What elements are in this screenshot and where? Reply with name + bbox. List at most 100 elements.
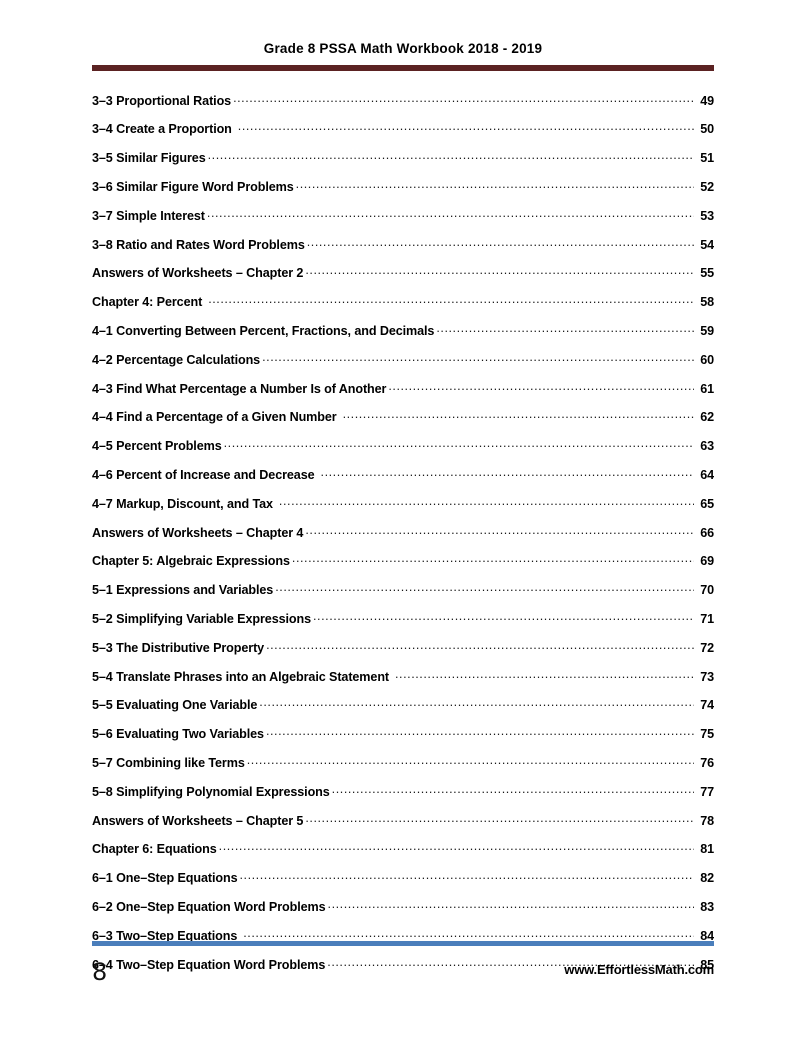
toc-dot-leader <box>247 754 694 767</box>
toc-dot-leader <box>224 438 694 451</box>
toc-dot-leader <box>332 783 694 796</box>
toc-entry-label: Chapter 4: Percent <box>92 295 203 310</box>
toc-page-number: 65 <box>700 496 714 511</box>
toc-entry-label: 4–6 Percent of Increase and Decrease <box>92 467 315 482</box>
toc-page-number: 60 <box>700 352 714 367</box>
toc-dot-leader <box>219 841 694 854</box>
toc-dot-leader <box>275 582 694 595</box>
toc-entry-row[interactable]: 6–3 Two–Step Equations 84 <box>92 927 714 956</box>
toc-entry-label: 5–3 The Distributive Property <box>92 640 265 655</box>
toc-chapter-row[interactable]: Chapter 6: Equations 81 <box>92 841 714 870</box>
toc-dot-leader <box>238 121 694 134</box>
toc-entry-label: 4–4 Find a Percentage of a Given Number <box>92 410 337 425</box>
toc-page-number: 77 <box>700 784 714 799</box>
toc-dot-leader <box>279 495 694 508</box>
toc-entry-row[interactable]: 5–2 Simplifying Variable Expressions 71 <box>92 610 714 639</box>
toc-entry-row[interactable]: 3–3 Proportional Ratios 49 <box>92 92 714 121</box>
toc-entry-row[interactable]: 6–2 One–Step Equation Word Problems 83 <box>92 898 714 927</box>
toc-entry-row[interactable]: 3–7 Simple Interest 53 <box>92 207 714 236</box>
toc-page-number: 63 <box>700 439 714 454</box>
toc-entry-label: 3–3 Proportional Ratios <box>92 93 232 108</box>
toc-entry-row[interactable]: 5–5 Evaluating One Variable 74 <box>92 697 714 726</box>
toc-page-number: 75 <box>700 727 714 742</box>
toc-entry-label: 5–5 Evaluating One Variable <box>92 698 258 713</box>
toc-dot-leader <box>207 207 694 220</box>
toc-page-number: 66 <box>700 525 714 540</box>
toc-dot-leader <box>292 553 694 566</box>
toc-dot-leader <box>395 668 694 681</box>
toc-entry-row[interactable]: 3–8 Ratio and Rates Word Problems 54 <box>92 236 714 265</box>
toc-chapter-row[interactable]: Chapter 5: Algebraic Expressions 69 <box>92 553 714 582</box>
table-of-contents: 3–3 Proportional Ratios 49 3–4 Create a Pr… <box>92 92 714 985</box>
toc-page-number: 53 <box>700 208 714 223</box>
toc-dot-leader <box>262 351 694 364</box>
toc-dot-leader <box>296 178 694 191</box>
toc-entry-row[interactable]: Answers of Worksheets – Chapter 5 78 <box>92 812 714 841</box>
toc-page-number: 58 <box>700 295 714 310</box>
footer-divider <box>92 941 714 946</box>
toc-entry-row[interactable]: Answers of Worksheets – Chapter 2 55 <box>92 265 714 294</box>
toc-entry-row[interactable]: 5–8 Simplifying Polynomial Expressions 77 <box>92 783 714 812</box>
toc-dot-leader <box>208 294 694 307</box>
toc-entry-row[interactable]: 5–6 Evaluating Two Variables 75 <box>92 726 714 755</box>
toc-entry-row[interactable]: 4–1 Converting Between Percent, Fraction… <box>92 322 714 351</box>
toc-entry-row[interactable]: 3–6 Similar Figure Word Problems 52 <box>92 178 714 207</box>
toc-dot-leader <box>307 236 694 249</box>
toc-entry-row[interactable]: 6–1 One–Step Equations 82 <box>92 870 714 899</box>
toc-entry-row[interactable]: 4–4 Find a Percentage of a Given Number 6… <box>92 409 714 438</box>
toc-page-number: 73 <box>700 669 714 684</box>
toc-dot-leader <box>266 726 694 739</box>
toc-entry-row[interactable]: 3–5 Similar Figures 51 <box>92 150 714 179</box>
toc-entry-label: 3–4 Create a Proportion <box>92 122 232 137</box>
toc-page-number: 52 <box>700 179 714 194</box>
toc-page-number: 64 <box>700 467 714 482</box>
toc-page-number: 62 <box>700 410 714 425</box>
toc-page-number: 85 <box>700 957 714 972</box>
toc-dot-leader <box>305 265 694 278</box>
toc-chapter-row[interactable]: Chapter 4: Percent 58 <box>92 294 714 323</box>
toc-entry-label: Chapter 5: Algebraic Expressions <box>92 554 290 569</box>
toc-entry-label: 6–1 One–Step Equations <box>92 871 238 886</box>
toc-dot-leader <box>305 524 694 537</box>
toc-entry-label: 5–4 Translate Phrases into an Algebraic … <box>92 669 389 684</box>
toc-entry-row[interactable]: 5–7 Combining like Terms 76 <box>92 754 714 783</box>
toc-entry-row[interactable]: 6–4 Two–Step Equation Word Problems 85 <box>92 956 714 985</box>
toc-dot-leader <box>239 870 694 883</box>
toc-entry-row[interactable]: 4–7 Markup, Discount, and Tax 65 <box>92 495 714 524</box>
toc-dot-leader <box>328 898 694 911</box>
toc-page-number: 71 <box>700 611 714 626</box>
toc-entry-label: Answers of Worksheets – Chapter 4 <box>92 525 304 540</box>
toc-entry-row[interactable]: Answers of Worksheets – Chapter 4 66 <box>92 524 714 553</box>
toc-entry-row[interactable]: 4–5 Percent Problems 63 <box>92 438 714 467</box>
toc-entry-row[interactable]: 5–1 Expressions and Variables 70 <box>92 582 714 611</box>
page-footer: 8 www.EffortlessMath.com <box>92 941 714 984</box>
toc-page-number: 72 <box>700 640 714 655</box>
toc-page-number: 84 <box>700 928 714 943</box>
toc-entry-row[interactable]: 4–3 Find What Percentage a Number Is of … <box>92 380 714 409</box>
toc-page-number: 55 <box>700 266 714 281</box>
toc-dot-leader <box>259 697 694 710</box>
toc-page-number: 51 <box>700 151 714 166</box>
toc-entry-label: 6–3 Two–Step Equations <box>92 928 238 943</box>
toc-dot-leader <box>436 322 694 335</box>
website-link[interactable]: www.EffortlessMath.com <box>564 962 714 977</box>
toc-entry-label: 5–1 Expressions and Variables <box>92 583 274 598</box>
toc-entry-row[interactable]: 4–6 Percent of Increase and Decrease 64 <box>92 466 714 495</box>
toc-page-number: 59 <box>700 323 714 338</box>
page-header: Grade 8 PSSA Math Workbook 2018 - 2019 <box>92 40 714 71</box>
toc-page-number: 49 <box>700 93 714 108</box>
toc-entry-row[interactable]: 3–4 Create a Proportion 50 <box>92 121 714 150</box>
toc-entry-row[interactable]: 5–4 Translate Phrases into an Algebraic … <box>92 668 714 697</box>
toc-page-number: 82 <box>700 871 714 886</box>
toc-dot-leader <box>266 639 694 652</box>
toc-entry-label: 4–5 Percent Problems <box>92 439 222 454</box>
toc-entry-label: 5–6 Evaluating Two Variables <box>92 727 264 742</box>
toc-entry-label: 6–2 One–Step Equation Word Problems <box>92 899 326 914</box>
toc-entry-label: 6–4 Two–Step Equation Word Problems <box>92 957 326 972</box>
toc-entry-row[interactable]: 5–3 The Distributive Property 72 <box>92 639 714 668</box>
toc-entry-row[interactable]: 4–2 Percentage Calculations 60 <box>92 351 714 380</box>
toc-dot-leader <box>343 409 694 422</box>
toc-dot-leader <box>208 150 694 163</box>
toc-dot-leader <box>243 927 694 940</box>
toc-entry-label: 3–5 Similar Figures <box>92 151 206 166</box>
